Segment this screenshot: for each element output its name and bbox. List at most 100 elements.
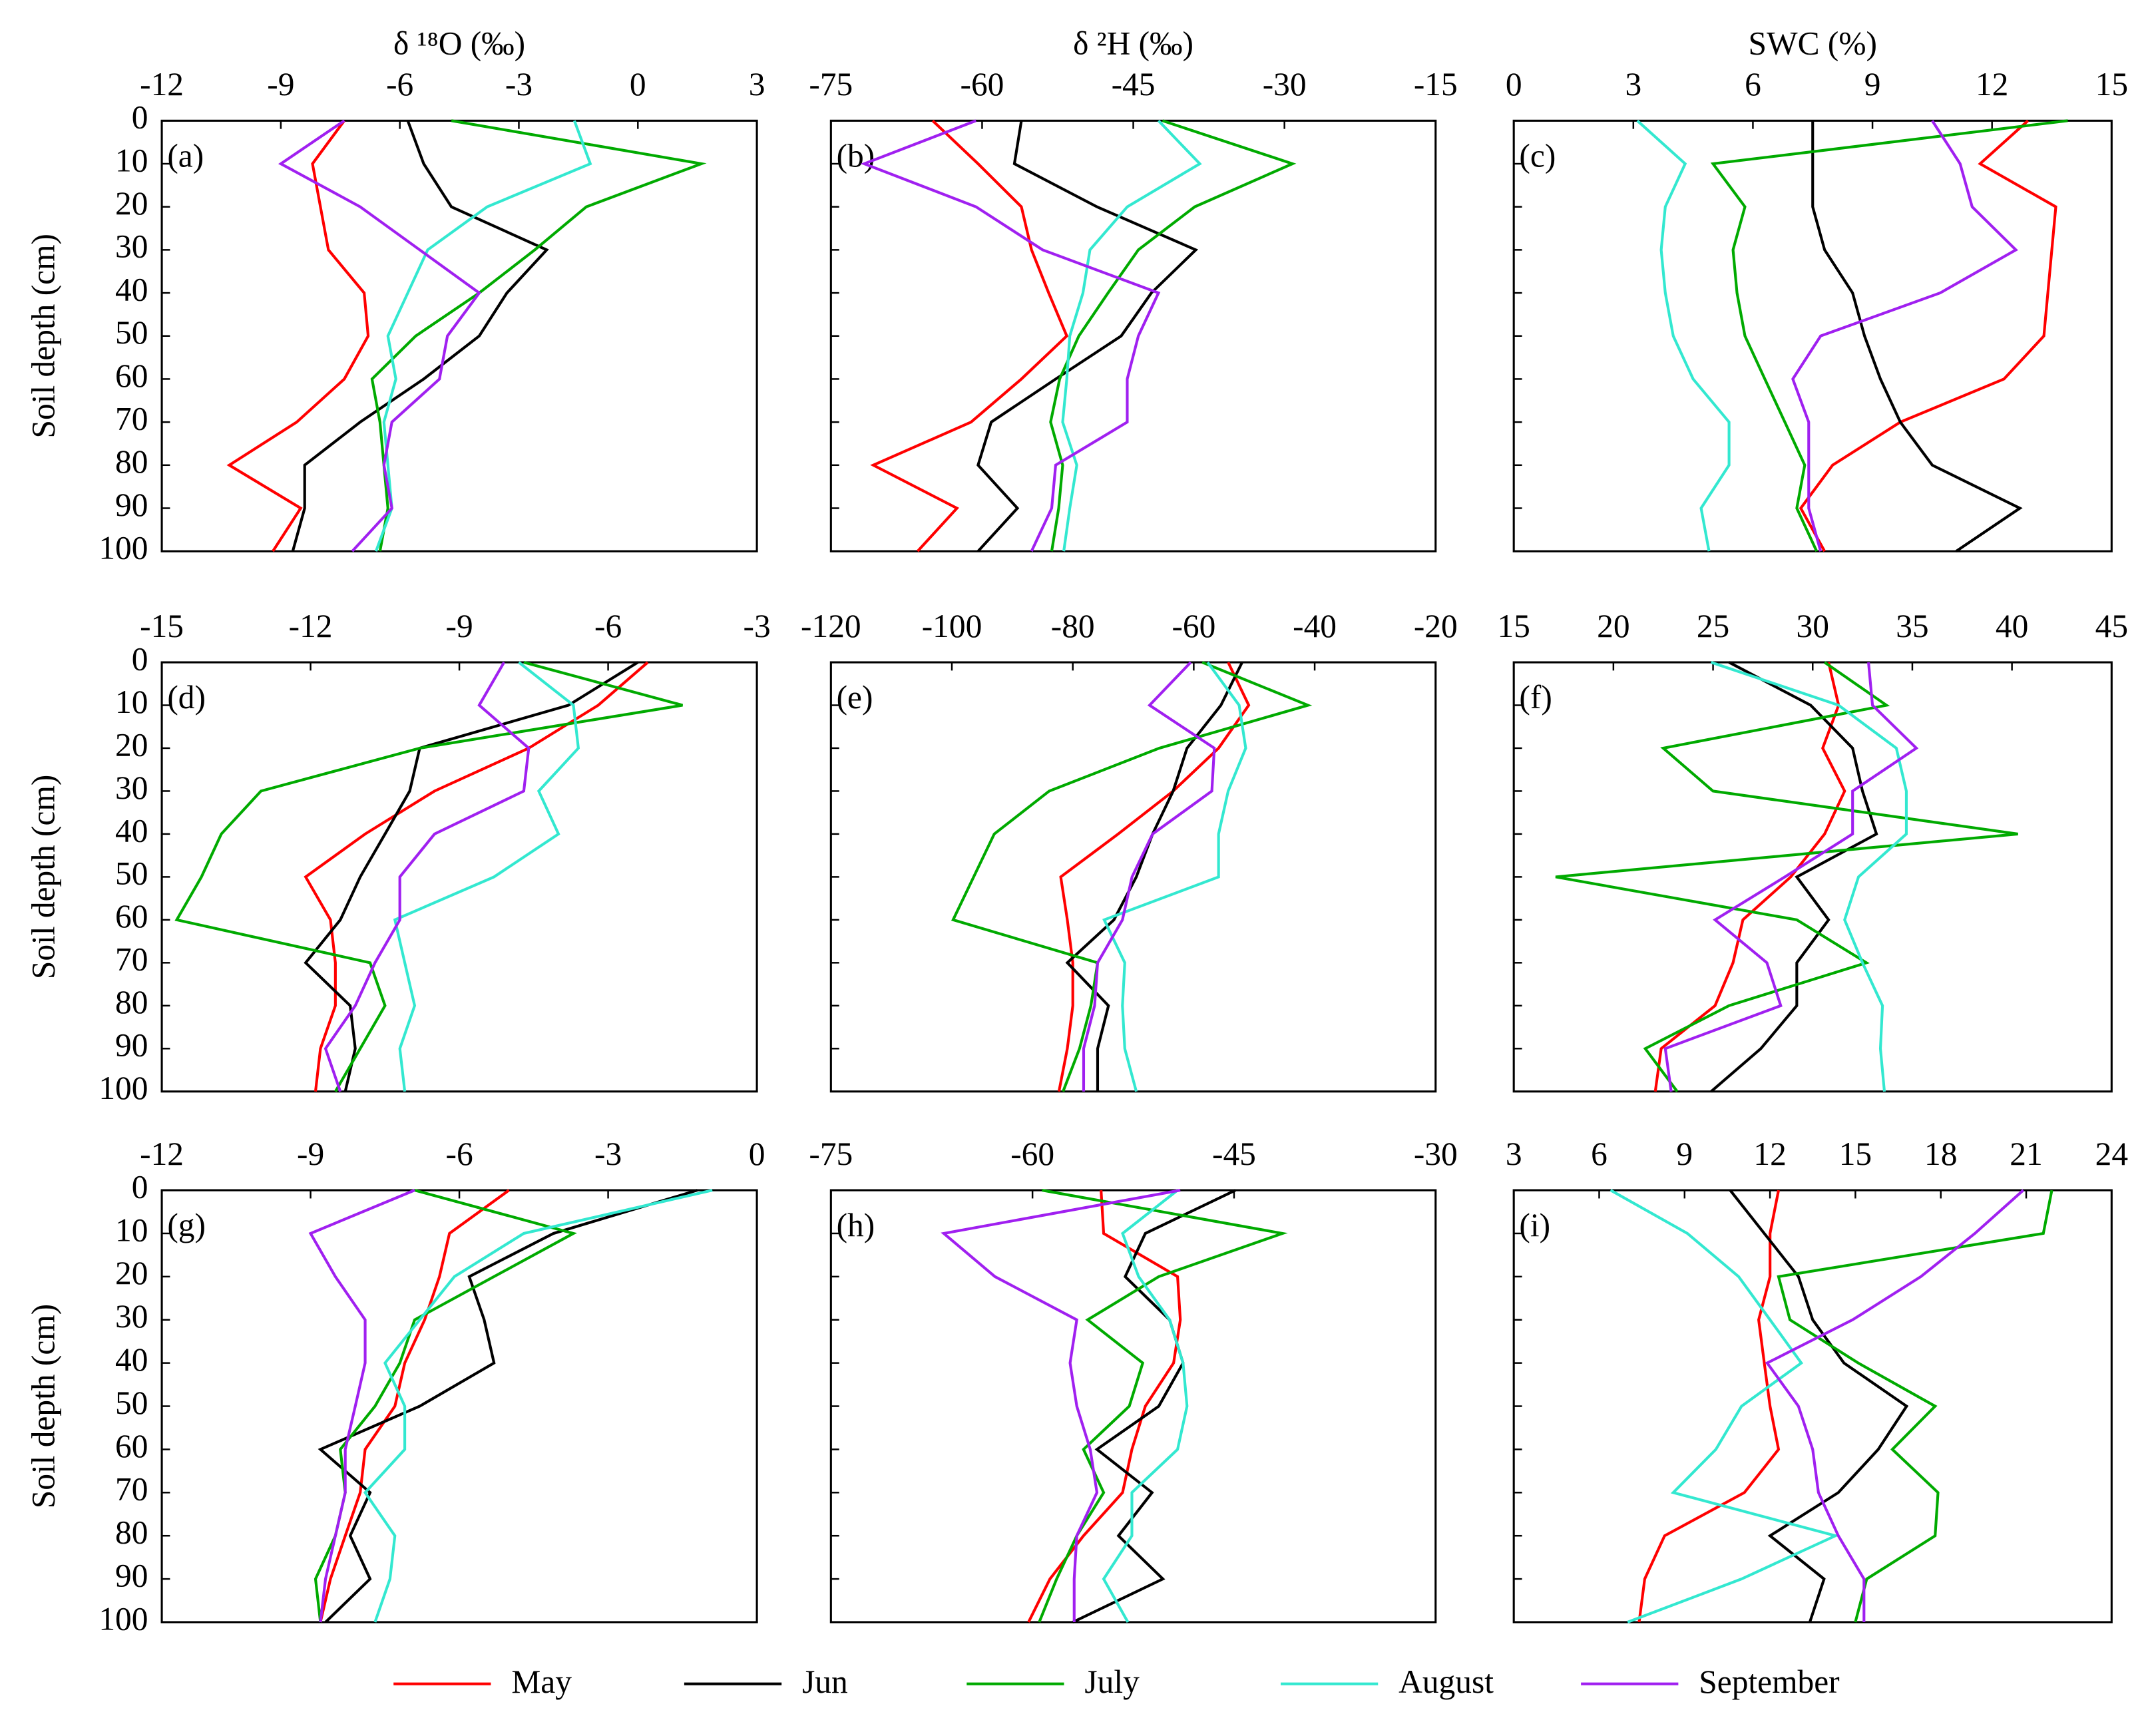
data-line (1049, 119, 1297, 552)
y-tick-label: 50 (115, 855, 148, 892)
panel-label: (g) (167, 1207, 206, 1243)
x-tick-label: 45 (2095, 608, 2128, 644)
panel-label: (h) (837, 1207, 875, 1243)
x-tick-label: -6 (386, 66, 413, 103)
x-tick-label: 20 (1597, 608, 1629, 644)
x-tick-label: -6 (594, 608, 622, 644)
x-tick-label: -60 (1172, 608, 1215, 644)
data-line (860, 119, 1161, 552)
y-tick-label: 80 (115, 984, 148, 1020)
data-line (1072, 1189, 1236, 1624)
x-tick-label: -45 (1112, 66, 1156, 103)
data-line (1555, 661, 2018, 1093)
legend-label: May (511, 1663, 572, 1700)
data-line (1636, 119, 1731, 552)
x-tick-label: -3 (594, 1136, 622, 1172)
data-line (941, 1189, 1181, 1622)
x-tick-label: -60 (1010, 1136, 1054, 1172)
y-tick-label: 60 (115, 898, 148, 935)
plot-frame (1512, 1189, 2113, 1624)
axis-title: δ ²H (‰) (1073, 25, 1193, 61)
x-tick-label: 3 (1625, 66, 1641, 103)
y-axis-label: Soil depth (cm) (25, 775, 61, 979)
x-tick-label: 30 (1797, 608, 1829, 644)
data-line (393, 661, 580, 1092)
data-line (1777, 1190, 2053, 1623)
x-tick-label: 35 (1896, 608, 1928, 644)
axis-title: SWC (%) (1748, 25, 1877, 61)
y-tick-label: 50 (115, 314, 148, 351)
panel-label: (i) (1519, 1207, 1550, 1243)
x-tick-label: -15 (1414, 66, 1458, 103)
data-line (1102, 1189, 1189, 1623)
data-line (1027, 1190, 1182, 1623)
data-line (951, 661, 1313, 1092)
y-tick-label: 20 (115, 726, 148, 763)
data-line (174, 661, 683, 1092)
y-tick-label: 90 (115, 1027, 148, 1064)
legend-label: July (1084, 1663, 1140, 1700)
x-tick-label: 18 (1924, 1136, 1957, 1172)
data-line (304, 661, 649, 1092)
x-tick-label: 21 (2010, 1136, 2042, 1172)
data-line (1038, 1189, 1288, 1623)
x-tick-label: -100 (922, 608, 982, 644)
x-tick-label: 24 (2095, 1136, 2128, 1172)
data-line (1637, 1190, 1781, 1623)
x-tick-label: 0 (1506, 66, 1522, 103)
data-line (1653, 662, 1846, 1092)
y-tick-label: 100 (99, 1600, 148, 1637)
legend-label: Jun (802, 1663, 848, 1700)
data-line (1765, 1189, 2025, 1622)
y-tick-label: 30 (115, 769, 148, 806)
data-line (308, 1189, 415, 1623)
legend-label: August (1398, 1663, 1494, 1700)
x-tick-label: -9 (297, 1136, 324, 1172)
y-tick-label: 90 (115, 1557, 148, 1594)
plot-frame (1512, 661, 2113, 1093)
x-tick-label: 12 (1753, 1136, 1786, 1172)
plot-frame (829, 1189, 1437, 1624)
data-line (1065, 662, 1243, 1092)
data-line (363, 1189, 713, 1623)
x-tick-label: -3 (505, 66, 533, 103)
data-line (1710, 119, 2068, 552)
y-tick-label: 60 (115, 1428, 148, 1464)
y-tick-label: 10 (115, 684, 148, 720)
x-tick-label: -9 (267, 66, 294, 103)
x-tick-label: 6 (1591, 1136, 1608, 1172)
data-line (314, 1189, 577, 1623)
x-tick-label: -6 (445, 1136, 473, 1172)
y-tick-label: 10 (115, 142, 148, 178)
x-tick-label: 0 (749, 1136, 765, 1172)
plot-frame (160, 119, 758, 552)
data-line (1082, 661, 1216, 1092)
panel-label: (b) (837, 137, 875, 174)
y-tick-label: 30 (115, 1298, 148, 1335)
x-tick-label: -75 (809, 66, 853, 103)
x-tick-label: -15 (140, 608, 184, 644)
x-tick-label: -20 (1414, 608, 1458, 644)
y-tick-label: 10 (115, 1211, 148, 1248)
y-axis-label: Soil depth (cm) (25, 1304, 61, 1508)
data-line (226, 120, 370, 552)
x-tick-label: 15 (2095, 66, 2128, 103)
axis-title: δ ¹⁸O (‰) (393, 25, 525, 61)
x-tick-label: 15 (1497, 608, 1530, 644)
data-line (304, 661, 639, 1092)
y-tick-label: 50 (115, 1385, 148, 1421)
x-tick-label: -45 (1212, 1136, 1256, 1172)
x-tick-label: -40 (1293, 608, 1337, 644)
y-tick-label: 0 (132, 1168, 148, 1205)
y-tick-label: 30 (115, 228, 148, 265)
data-line (1791, 120, 2018, 552)
data-line (319, 1189, 510, 1623)
y-tick-label: 20 (115, 1255, 148, 1291)
data-line (1710, 661, 1908, 1092)
y-tick-label: 100 (99, 529, 148, 566)
x-tick-label: -60 (960, 66, 1004, 103)
data-line (318, 1189, 698, 1624)
legend-label: September (1699, 1663, 1840, 1700)
data-line (1729, 1189, 1909, 1623)
